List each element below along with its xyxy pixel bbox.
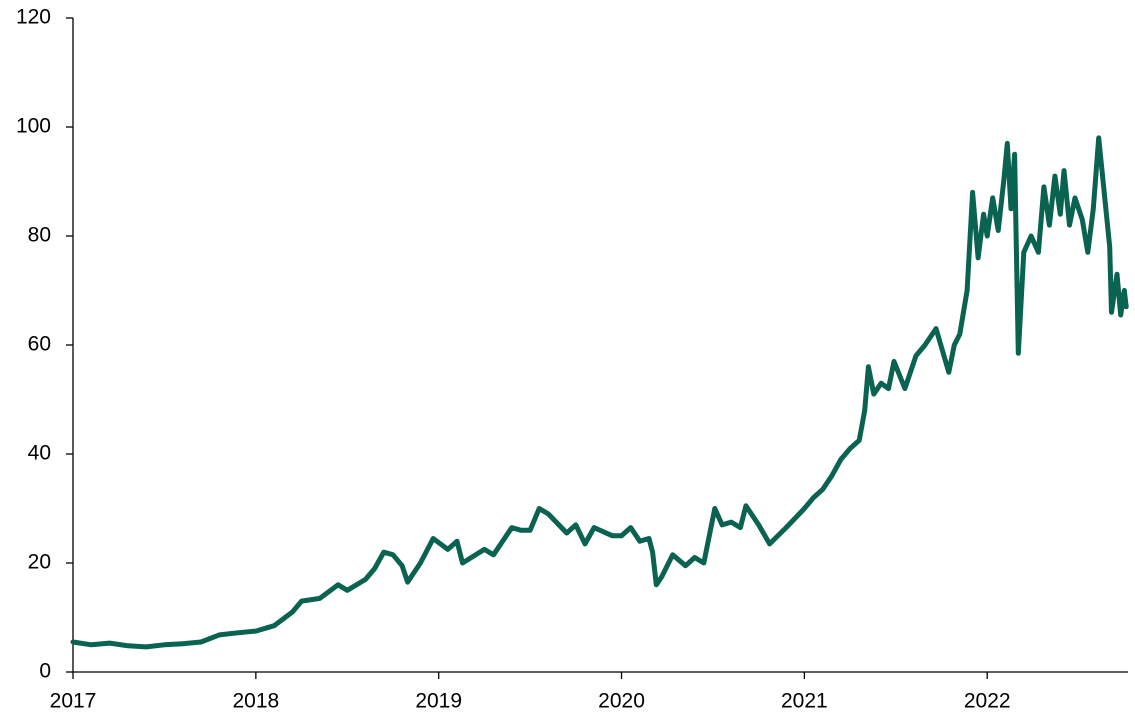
y-tick-label: 100 bbox=[16, 115, 51, 138]
y-tick-label: 0 bbox=[39, 660, 51, 683]
y-tick-label: 20 bbox=[28, 551, 51, 574]
x-tick-label: 2017 bbox=[50, 690, 97, 713]
y-tick-label: 80 bbox=[28, 224, 51, 247]
y-tick-label: 120 bbox=[16, 6, 51, 29]
x-tick-label: 2018 bbox=[232, 690, 279, 713]
y-tick-label: 60 bbox=[28, 333, 51, 356]
x-tick-label: 2022 bbox=[964, 690, 1011, 713]
x-tick-label: 2021 bbox=[781, 690, 828, 713]
x-tick-label: 2020 bbox=[598, 690, 645, 713]
y-tick-label: 40 bbox=[28, 442, 51, 465]
data-line bbox=[70, 135, 1129, 650]
x-tick-label: 2019 bbox=[415, 690, 462, 713]
